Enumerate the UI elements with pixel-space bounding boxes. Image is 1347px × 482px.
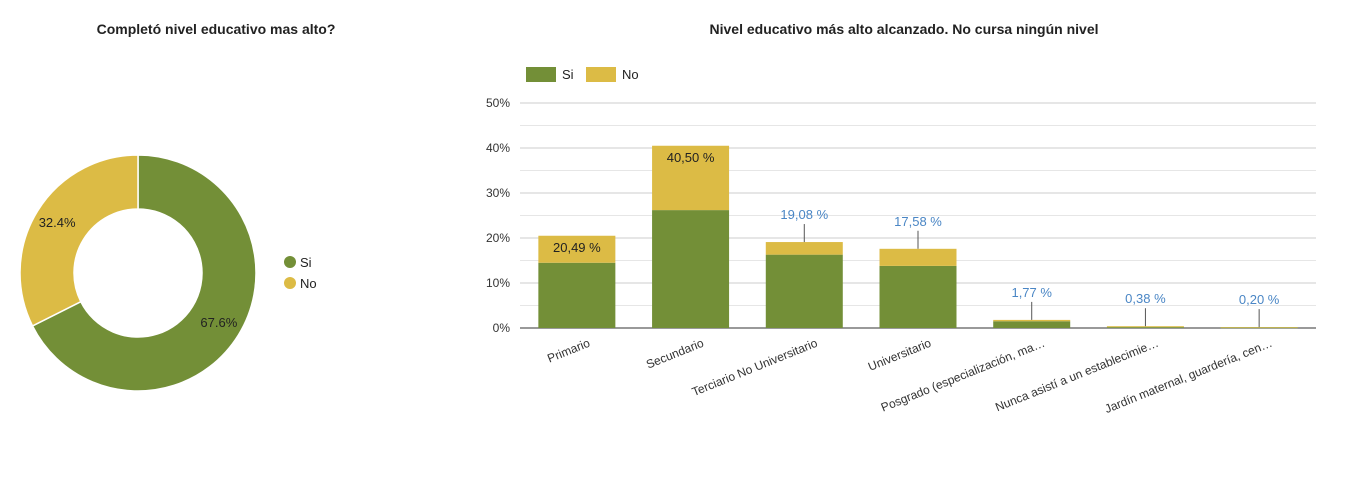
donut-value-label: 67.6%: [200, 315, 237, 330]
bar-si-segment: [879, 265, 957, 328]
legend-si-label: Si: [300, 255, 312, 270]
donut-title: Completó nivel educativo mas alto?: [97, 21, 336, 37]
y-tick-label: 20%: [486, 231, 510, 245]
bar-no-segment: [1220, 327, 1298, 328]
bar-si-segment: [993, 321, 1071, 328]
legend-si-text: Si: [562, 67, 574, 82]
legend-si-swatch: [526, 67, 556, 82]
y-tick-label: 40%: [486, 141, 510, 155]
bar-no-segment: [538, 235, 616, 263]
legend-no-text: No: [622, 67, 639, 82]
bar-no-segment: [879, 248, 957, 266]
bar-si-segment: [765, 254, 843, 328]
bar-total-label: 19,08 %: [780, 207, 828, 222]
x-tick-label: Universitario: [866, 336, 933, 374]
bar-title: Nivel educativo más alto alcanzado. No c…: [710, 21, 1099, 37]
bar-total-label: 0,20 %: [1239, 292, 1280, 307]
bar-no-segment: [652, 145, 730, 211]
bar-no-segment: [993, 319, 1071, 322]
x-tick-label: Terciario No Universitario: [690, 336, 820, 399]
legend-no-swatch: [586, 67, 616, 82]
bar-si-segment: [538, 262, 616, 328]
legend-no-label: No: [300, 276, 317, 291]
bar-total-label: 40,50 %: [667, 150, 715, 165]
donut-value-label: 32.4%: [39, 215, 76, 230]
y-tick-label: 10%: [486, 276, 510, 290]
x-tick-label: Secundario: [644, 336, 706, 372]
bar-total-label: 17,58 %: [894, 214, 942, 229]
bar-total-label: 1,77 %: [1011, 285, 1052, 300]
donut-chart: Completó nivel educativo mas alto? 67.6%…: [19, 21, 336, 392]
donut-legend: Si No: [284, 255, 317, 291]
bar-no-segment: [765, 242, 843, 255]
legend-no-marker: [284, 277, 296, 289]
bar-no-segment: [1106, 326, 1184, 328]
y-tick-label: 50%: [486, 96, 510, 110]
bar-total-label: 20,49 %: [553, 240, 601, 255]
donut-slice-si: [31, 154, 257, 392]
bar-bars: [538, 145, 1298, 329]
y-tick-label: 0%: [493, 321, 511, 335]
donut-slices: [19, 154, 257, 392]
bar-legend: Si No: [526, 67, 639, 82]
bar-total-labels: 20,49 % 40,50 % 19,08 % 17,58 % 1,77 % 0,38 %…: [553, 150, 1280, 328]
donut-value-labels: 67.6% 32.4%: [39, 215, 238, 330]
bar-si-segment: [1106, 327, 1184, 328]
bar-si-segment: [652, 210, 730, 328]
bar-y-ticks: 0% 10% 20% 30% 40% 50%: [486, 96, 510, 335]
y-tick-label: 30%: [486, 186, 510, 200]
x-tick-label: Primario: [545, 336, 592, 366]
donut-slice-no: [19, 154, 139, 327]
legend-si-marker: [284, 256, 296, 268]
bar-si-segment: [1220, 327, 1298, 329]
bar-chart: Nivel educativo más alto alcanzado. No c…: [486, 21, 1316, 416]
bar-total-label: 0,38 %: [1125, 291, 1166, 306]
